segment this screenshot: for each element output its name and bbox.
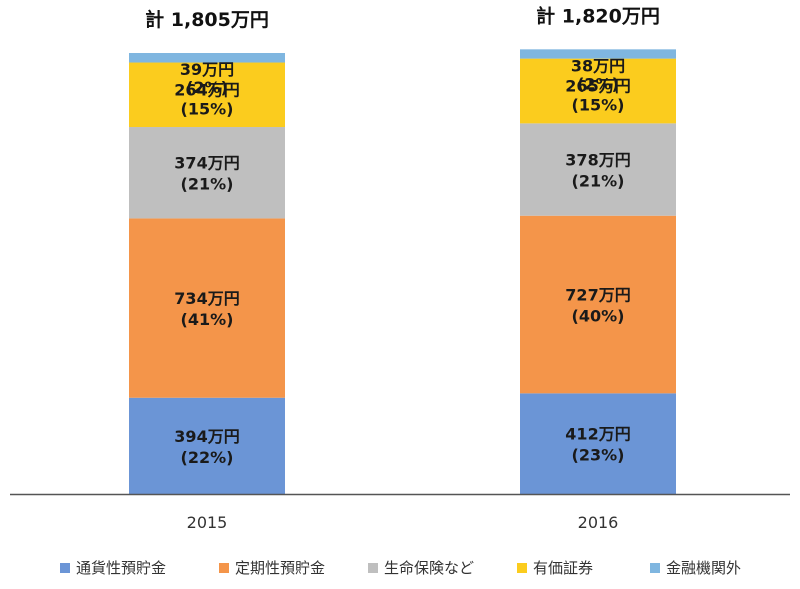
legend-label-securities: 有価証券	[533, 559, 593, 577]
legend-swatch-securities	[517, 563, 527, 573]
legend-swatch-deposits-fixed	[219, 563, 229, 573]
pct-label-2015-outside-institutions: (2%)	[186, 78, 228, 97]
pct-label-2016-deposits-current: (23%)	[572, 446, 625, 465]
bar-2015-life-insurance	[129, 127, 285, 219]
bar-2016-deposits-current	[520, 393, 676, 494]
pct-label-2015-deposits-fixed: (41%)	[181, 310, 234, 329]
bar-2016-securities	[520, 58, 676, 124]
legend-label-outside-institutions: 金融機関外	[666, 559, 741, 577]
pct-label-2016-outside-institutions: (2%)	[577, 74, 619, 93]
value-label-2016-outside-institutions: 38万円	[571, 56, 625, 75]
legend: 通貨性預貯金 定期性預貯金 生命保険など 有価証券 金融機関外	[60, 559, 741, 577]
value-label-2016-deposits-fixed: 727万円	[565, 286, 630, 305]
category-label-2016: 2016	[578, 513, 619, 532]
pct-label-2016-life-insurance: (21%)	[572, 172, 625, 191]
bars-layer: 394万円(22%)734万円(41%)374万円(21%)264万円(15%)…	[129, 49, 676, 494]
bar-2015-deposits-current	[129, 397, 285, 494]
value-label-2015-life-insurance: 374万円	[174, 154, 239, 173]
value-label-2016-life-insurance: 378万円	[565, 151, 630, 170]
total-label-2015: 計 1,805万円	[145, 8, 269, 31]
legend-label-deposits-fixed: 定期性預貯金	[235, 559, 325, 577]
value-label-2015-securities: 264万円	[174, 81, 239, 100]
value-label-2015-outside-institutions: 39万円	[180, 60, 234, 79]
legend-swatch-life-insurance	[368, 563, 378, 573]
pct-label-2016-securities: (15%)	[572, 96, 625, 115]
pct-label-2015-deposits-current: (22%)	[181, 448, 234, 467]
pct-label-2015-life-insurance: (21%)	[181, 175, 234, 194]
pct-label-2016-deposits-fixed: (40%)	[572, 307, 625, 326]
value-label-2015-deposits-fixed: 734万円	[174, 289, 239, 308]
bar-2015-deposits-fixed	[129, 218, 285, 398]
category-label-2015: 2015	[187, 513, 228, 532]
legend-swatch-deposits-current	[60, 563, 70, 573]
bar-2016-life-insurance	[520, 123, 676, 216]
legend-label-life-insurance: 生命保険など	[384, 559, 474, 577]
total-labels: 計 1,805万円 計 1,820万円	[145, 4, 660, 31]
bar-2016-deposits-fixed	[520, 215, 676, 394]
pct-label-2015-securities: (15%)	[181, 100, 234, 119]
legend-swatch-outside-institutions	[650, 563, 660, 573]
category-labels: 2015 2016	[187, 513, 619, 532]
value-label-2015-deposits-current: 394万円	[174, 427, 239, 446]
bar-2016-outside-institutions	[520, 49, 676, 59]
value-label-2016-deposits-current: 412万円	[565, 425, 630, 444]
bar-2015-securities	[129, 62, 285, 128]
value-label-2016-securities: 265万円	[565, 77, 630, 96]
legend-label-deposits-current: 通貨性預貯金	[76, 559, 166, 577]
total-label-2016: 計 1,820万円	[536, 4, 660, 27]
bar-2015-outside-institutions	[129, 53, 285, 63]
